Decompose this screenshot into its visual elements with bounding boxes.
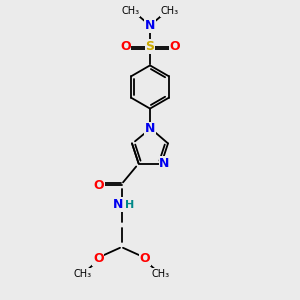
Text: N: N: [145, 122, 155, 136]
Text: CH₃: CH₃: [152, 268, 169, 279]
Text: O: O: [169, 40, 180, 53]
Text: H: H: [125, 200, 134, 210]
Text: O: O: [93, 252, 104, 265]
Text: N: N: [145, 19, 155, 32]
Text: CH₃: CH₃: [160, 6, 178, 16]
Text: O: O: [139, 252, 150, 265]
Text: O: O: [120, 40, 131, 53]
Text: CH₃: CH₃: [122, 6, 140, 16]
Text: S: S: [146, 40, 154, 53]
Text: O: O: [94, 179, 104, 192]
Text: N: N: [159, 157, 170, 170]
Text: N: N: [113, 198, 123, 211]
Text: CH₃: CH₃: [74, 268, 92, 279]
